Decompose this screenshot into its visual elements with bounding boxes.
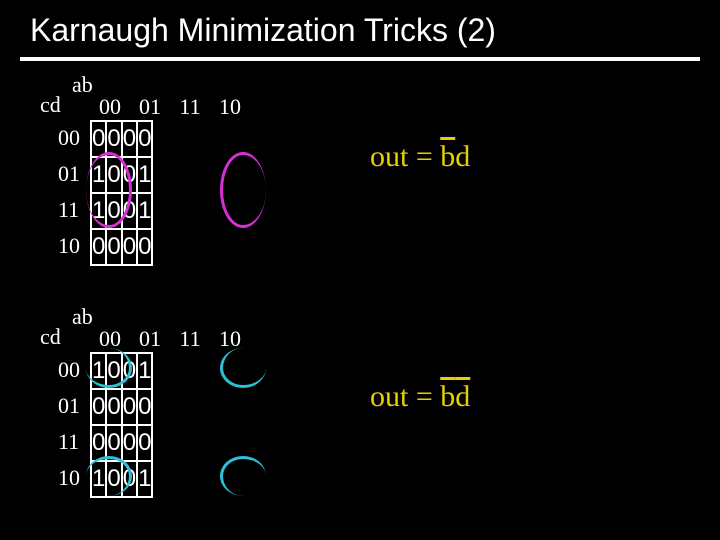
col-headers: 00011110 (90, 94, 250, 120)
formula-var: d (455, 380, 470, 413)
formula-var: b (440, 380, 455, 413)
kmap-cell: 0 (122, 389, 137, 425)
col-headers: 00011110 (90, 326, 250, 352)
kmap-cell: 0 (91, 425, 106, 461)
kmap-cell: 0 (122, 353, 137, 389)
table-row: 0000 (91, 389, 152, 425)
kmap-cell: 0 (91, 229, 106, 265)
kmap-cell: 0 (106, 461, 121, 497)
kmap-cell: 0 (137, 121, 152, 157)
kmap-cell: 0 (106, 193, 121, 229)
col-header: 00 (90, 94, 130, 120)
col-header: 01 (130, 94, 170, 120)
formula-1: out = bd (370, 380, 470, 414)
kmap-cell: 1 (91, 461, 106, 497)
kmap-cell: 1 (137, 193, 152, 229)
col-header: 11 (170, 94, 210, 120)
kmap-cell: 0 (137, 425, 152, 461)
col-header: 10 (210, 326, 250, 352)
kmap-cell: 0 (91, 121, 106, 157)
formula-prefix: out = (370, 140, 440, 173)
formula-0: out = bd (370, 140, 470, 174)
row-header: 00 (58, 120, 80, 156)
kmap-cell: 1 (91, 353, 106, 389)
kmap-cell: 0 (122, 461, 137, 497)
table-row: 1001 (91, 193, 152, 229)
row-header: 11 (58, 424, 80, 460)
row-header: 11 (58, 192, 80, 228)
kmap-cell: 1 (91, 193, 106, 229)
kmap-cell: 0 (137, 229, 152, 265)
col-header: 00 (90, 326, 130, 352)
kmap-cell: 0 (106, 389, 121, 425)
title-underline (20, 57, 700, 61)
kmap-cell: 0 (122, 193, 137, 229)
formula-prefix: out = (370, 380, 440, 413)
kmap-cell: 1 (137, 461, 152, 497)
kmap-cell: 0 (122, 121, 137, 157)
row-header: 10 (58, 228, 80, 264)
grouping-1 (220, 152, 266, 228)
kmap-cell: 0 (122, 425, 137, 461)
kmap-cell: 0 (106, 157, 121, 193)
col-header: 01 (130, 326, 170, 352)
table-row: 1001 (91, 353, 152, 389)
kmap-cell: 0 (106, 121, 121, 157)
row-header: 01 (58, 156, 80, 192)
row-var-label: cd (40, 324, 61, 350)
col-header: 10 (210, 94, 250, 120)
table-row: 0000 (91, 425, 152, 461)
kmap-cell: 1 (91, 157, 106, 193)
kmap-cell: 0 (106, 425, 121, 461)
table-row: 0000 (91, 121, 152, 157)
kmap-cell: 0 (106, 229, 121, 265)
row-header: 00 (58, 352, 80, 388)
kmap-cell: 0 (122, 229, 137, 265)
table-row: 1001 (91, 157, 152, 193)
row-headers: 00011110 (58, 352, 80, 496)
col-header: 11 (170, 326, 210, 352)
row-header: 01 (58, 388, 80, 424)
kmap-cell: 0 (137, 389, 152, 425)
grouping-1 (220, 348, 266, 388)
kmap-grid: 1001000000001001 (90, 352, 153, 498)
kmap-cell: 1 (137, 353, 152, 389)
kmap-cell: 0 (122, 157, 137, 193)
kmap-cell: 0 (91, 389, 106, 425)
row-headers: 00011110 (58, 120, 80, 264)
kmap-grid: 0000100110010000 (90, 120, 153, 266)
formula-var: b (440, 140, 455, 173)
kmap-cell: 0 (106, 353, 121, 389)
formula-var: d (455, 140, 470, 173)
row-header: 10 (58, 460, 80, 496)
grouping-3 (220, 456, 266, 496)
table-row: 1001 (91, 461, 152, 497)
page-title: Karnaugh Minimization Tricks (2) (0, 0, 720, 57)
table-row: 0000 (91, 229, 152, 265)
kmap-cell: 1 (137, 157, 152, 193)
row-var-label: cd (40, 92, 61, 118)
